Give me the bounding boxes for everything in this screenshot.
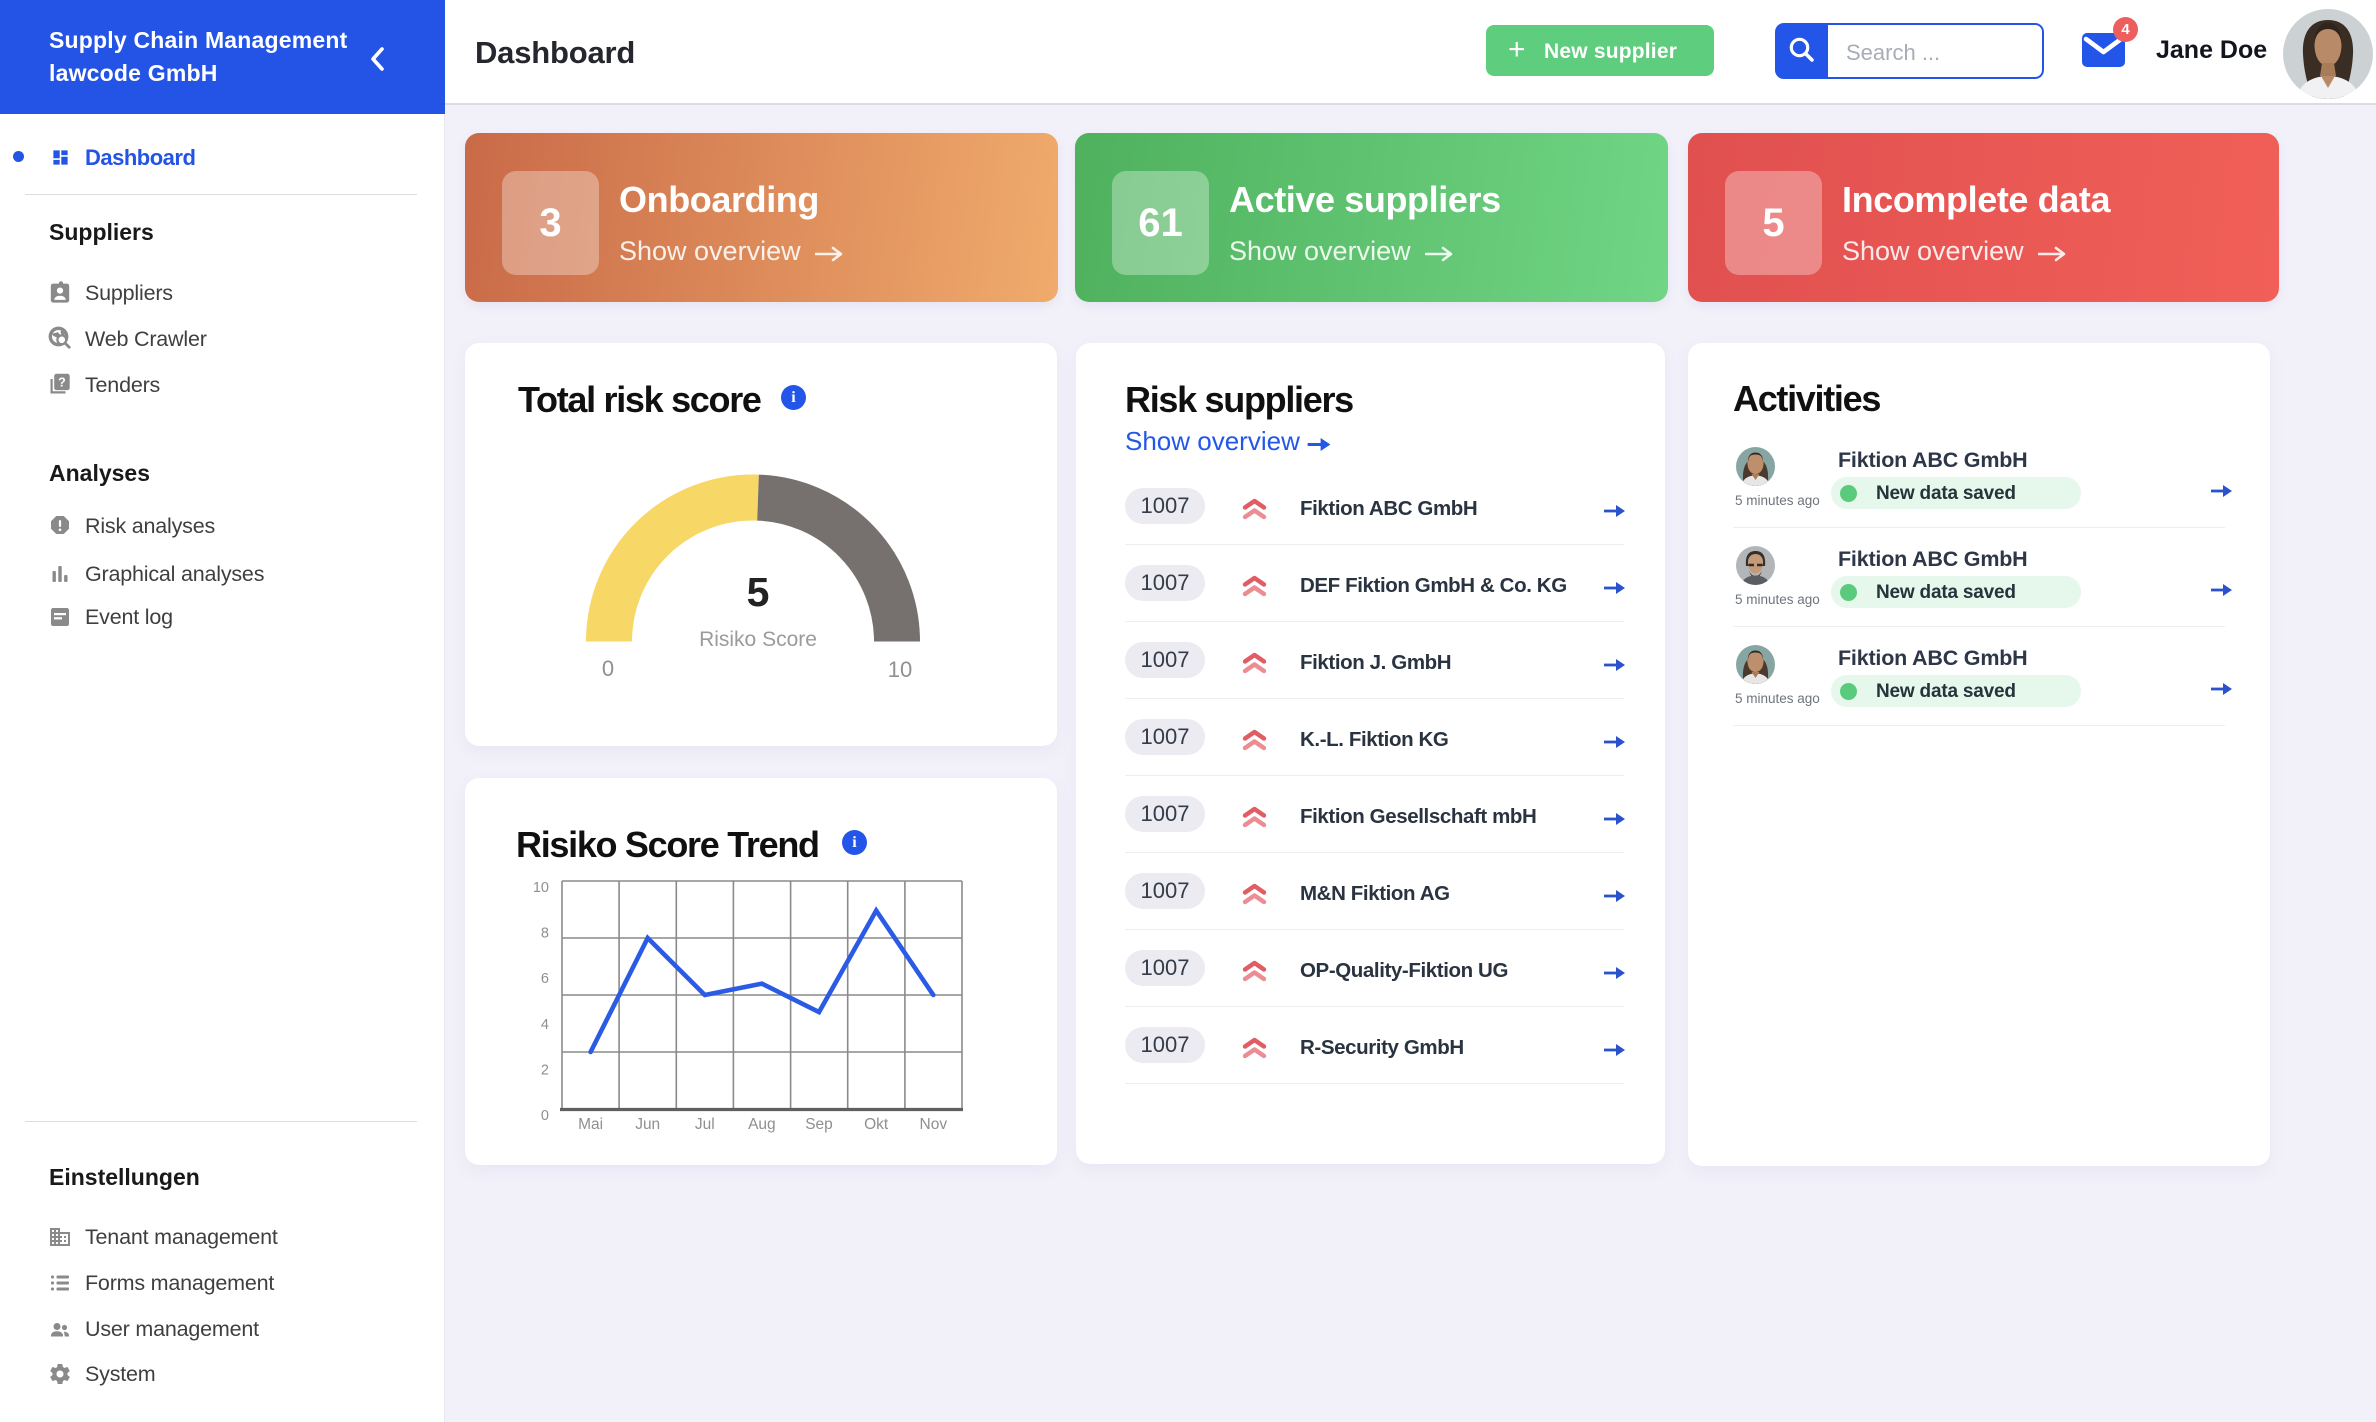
svg-text:Mai: Mai xyxy=(578,1116,603,1133)
svg-text:Jul: Jul xyxy=(695,1116,715,1133)
svg-text:8: 8 xyxy=(541,926,549,942)
svg-text:10: 10 xyxy=(533,880,549,896)
svg-text:0: 0 xyxy=(541,1108,549,1124)
svg-text:Okt: Okt xyxy=(864,1116,889,1133)
svg-text:Aug: Aug xyxy=(748,1116,776,1133)
svg-text:4: 4 xyxy=(541,1017,549,1033)
svg-text:Risiko Score: Risiko Score xyxy=(699,628,817,651)
svg-text:2: 2 xyxy=(541,1062,549,1078)
svg-text:Sep: Sep xyxy=(805,1116,833,1133)
svg-text:6: 6 xyxy=(541,971,549,987)
svg-text:Nov: Nov xyxy=(920,1116,948,1133)
svg-text:Jun: Jun xyxy=(635,1116,660,1133)
svg-text:10: 10 xyxy=(888,657,912,682)
svg-text:?: ? xyxy=(58,376,66,390)
svg-text:0: 0 xyxy=(602,656,614,681)
svg-text:5: 5 xyxy=(747,569,770,615)
